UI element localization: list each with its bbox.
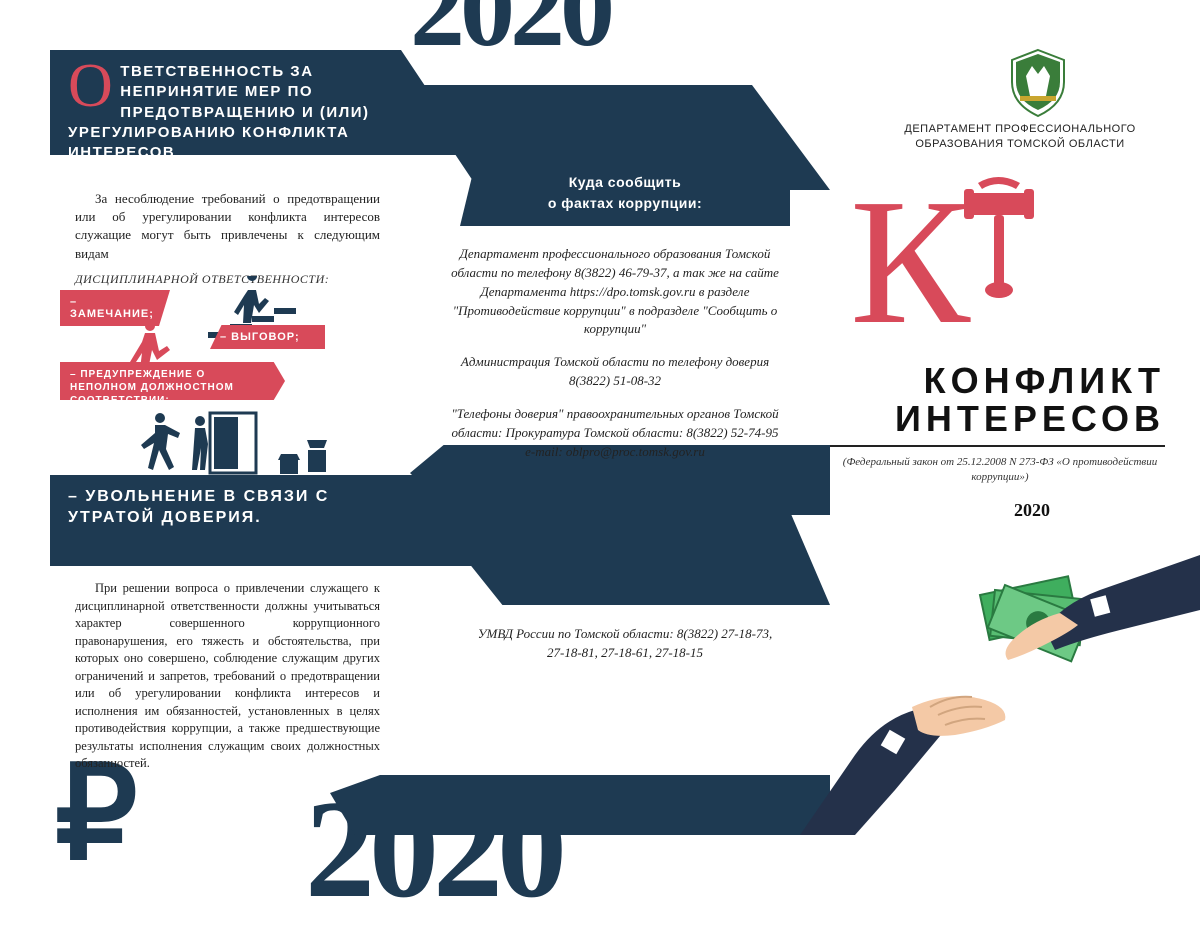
subtitle: (Федеральный закон от 25.12.2008 N 273-Ф… [835, 455, 1165, 486]
middle-heading-l2: о фактах коррупции: [548, 195, 702, 211]
hands-bribe-icon [800, 535, 1200, 840]
title-underline [830, 445, 1165, 447]
year-small: 2020 [1014, 500, 1050, 521]
bg-year-top: 2020 [410, 0, 610, 72]
middle-heading: Куда сообщить о фактах коррупции: [490, 172, 760, 214]
main-title-l2: ИНТЕРЕСОВ [895, 398, 1165, 439]
dismissal-text: – УВОЛЬНЕНИЕ В СВЯЗИ С УТРАТОЙ ДОВЕРИЯ. [68, 487, 398, 529]
left-intro-text: За несоблюдение требований о предотвраще… [75, 190, 380, 263]
step-remark: – ЗАМЕЧАНИЕ; [60, 290, 170, 326]
step-reprimand: – ВЫГОВОР; [210, 325, 325, 349]
main-title: КОНФЛИКТ ИНТЕРЕСОВ [825, 362, 1165, 438]
department-name: ДЕПАРТАМЕНТ ПРОФЕССИОНАЛЬНОГО ОБРАЗОВАНИ… [875, 122, 1165, 153]
left-body-text: При решении вопроса о привлечении служащ… [75, 580, 380, 773]
trifold-brochure: 2020 2020 ₽ О ТВЕТСТВЕННОСТЬ ЗА НЕПРИНЯТ… [0, 0, 1200, 850]
middle-p1: Департамент профессионального образовани… [445, 245, 785, 339]
step-warning: – ПРЕДУПРЕЖДЕНИЕ О НЕПОЛНОМ ДОЛЖНОСТНОМ … [60, 362, 285, 400]
figure-door-icon [130, 408, 350, 478]
gavel-icon [940, 175, 1060, 310]
middle-p3: "Телефоны доверия" правоохранительных ор… [445, 405, 785, 462]
middle-body: Департамент профессионального образовани… [445, 245, 785, 475]
middle-p2: Администрация Томской области по телефон… [445, 353, 785, 391]
left-intro: За несоблюдение требований о предотвраще… [75, 190, 380, 288]
emblem-icon [1006, 48, 1070, 123]
left-heading: О ТВЕТСТВЕННОСТЬ ЗА НЕПРИНЯТИЕ МЕР ПО ПР… [68, 62, 398, 163]
dropcap: О [68, 62, 114, 112]
middle-heading-l1: Куда сообщить [569, 174, 681, 190]
main-title-l1: КОНФЛИКТ [924, 360, 1165, 401]
navy-band-bottom [330, 775, 830, 835]
middle-umvd: УМВД России по Томской области: 8(3822) … [475, 625, 775, 663]
